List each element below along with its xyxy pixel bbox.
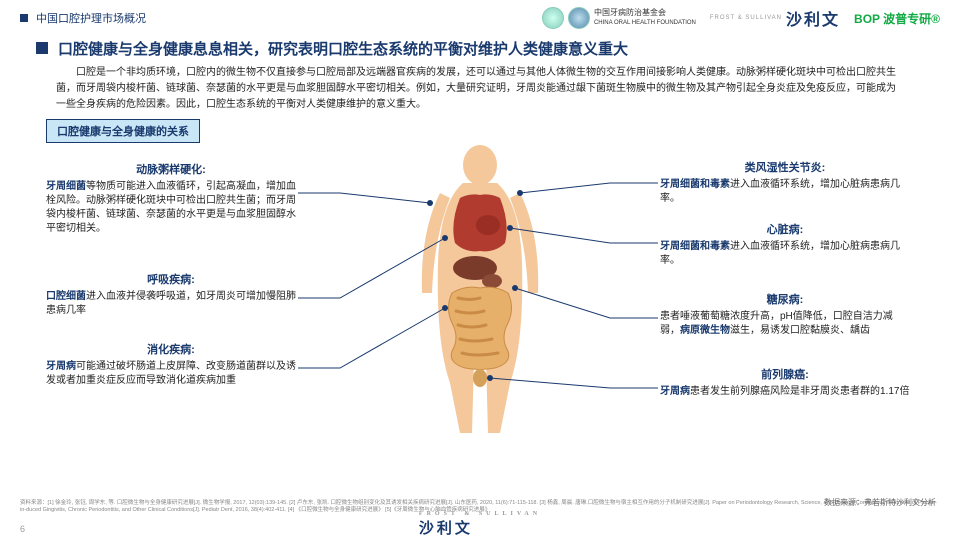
cohf-logo: 中国牙病防治基金会 CHINA ORAL HEALTH FOUNDATION bbox=[542, 7, 696, 29]
right-item-0: 类风湿性关节炎:牙周细菌和毒素进入血液循环系统，增加心脏病患病几率。 bbox=[660, 161, 910, 206]
headline-text: 口腔健康与全身健康息息相关，研究表明口腔生态系统的平衡对维护人类健康意义重大 bbox=[58, 38, 628, 59]
right-item-3: 前列腺癌:牙周病患者发生前列腺癌风险是非牙周炎患者群的1.17倍 bbox=[660, 368, 910, 399]
intro-paragraph: 口腔是一个非均质环境，口腔内的微生物不仅直接参与口腔局部及远端器官疾病的发展，还… bbox=[0, 65, 960, 119]
footer-brand: FROST & SULLIVAN 沙利文 bbox=[419, 511, 541, 538]
cohf-text: 中国牙病防治基金会 CHINA ORAL HEALTH FOUNDATION bbox=[594, 9, 696, 27]
fs-logo: FROST & SULLIVAN 沙利文 bbox=[710, 6, 840, 30]
page-number: 6 bbox=[20, 524, 25, 534]
logo-bar: 中国牙病防治基金会 CHINA ORAL HEALTH FOUNDATION F… bbox=[542, 6, 940, 30]
globe-icon bbox=[542, 7, 564, 29]
body-diagram: 动脉粥样硬化:牙周细菌等物质可能进入血液循环，引起高凝血，增加血栓风险。动脉粥样… bbox=[0, 143, 960, 443]
left-item-0: 动脉粥样硬化:牙周细菌等物质可能进入血液循环，引起高凝血，增加血栓风险。动脉粥样… bbox=[46, 163, 296, 236]
left-item-2: 消化疾病:牙周病可能通过破坏肠道上皮屏障、改变肠道菌群以及诱发或者加重炎症反应而… bbox=[46, 343, 296, 388]
right-item-2: 糖尿病:患者唾液葡萄糖浓度升高，pH值降低，口腔自洁力减弱，病原微生物滋生，易诱… bbox=[660, 293, 910, 338]
bullet-square bbox=[20, 14, 28, 22]
cohf-icon bbox=[568, 7, 590, 29]
left-item-1: 呼吸疾病:口腔细菌进入血液并侵袭呼吸道，如牙周炎可增加慢阻肺患病几率 bbox=[46, 273, 296, 318]
section-badge: 口腔健康与全身健康的关系 bbox=[46, 119, 200, 143]
bullet-square-large bbox=[36, 42, 48, 54]
data-source: 数据来源：弗若斯特沙利文分析 bbox=[824, 497, 936, 508]
right-item-1: 心脏病:牙周细菌和毒素进入血液循环系统，增加心脏病患病几率。 bbox=[660, 223, 910, 268]
bop-logo: BOP 波普专研® bbox=[854, 10, 940, 27]
breadcrumb: 中国口腔护理市场概况 bbox=[20, 10, 146, 26]
breadcrumb-text: 中国口腔护理市场概况 bbox=[36, 10, 146, 26]
headline: 口腔健康与全身健康息息相关，研究表明口腔生态系统的平衡对维护人类健康意义重大 bbox=[0, 34, 960, 65]
human-body-figure bbox=[380, 143, 580, 438]
